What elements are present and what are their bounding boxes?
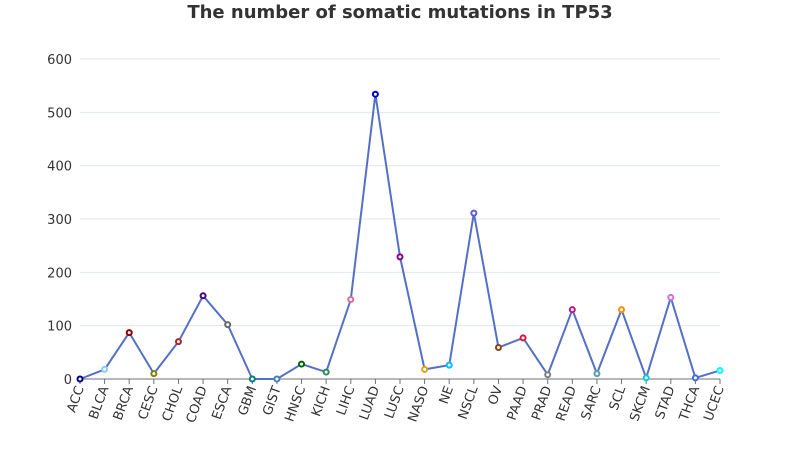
data-point-scl [618,306,626,314]
data-point-esca [224,321,232,329]
x-tick-label: ACC [64,384,87,414]
x-tick-label: THCA [677,384,704,424]
x-tick-label: COAD [184,384,211,425]
x-tick-label: HNSC [283,384,310,424]
data-point-gist [273,375,281,383]
x-tick-label: CESC [136,384,162,422]
x-tick-label: UCEC [701,384,727,423]
y-tick-label: 0 [64,373,72,388]
data-point-stad [667,293,675,301]
data-point-lusc [396,253,404,261]
data-point-ucec [716,366,724,374]
data-point-hnsc [298,360,306,368]
data-point-naso [421,365,429,373]
data-point-brca [125,329,133,337]
y-tick-label: 200 [47,266,72,281]
y-tick-label: 300 [47,213,72,228]
x-tick-label: GBM [236,384,260,418]
x-tick-label: NE [437,384,457,406]
data-point-lihc [347,296,355,304]
x-tick-label: LUAD [357,384,383,422]
series-line [79,93,721,380]
x-tick-label: PAAD [505,384,531,422]
data-point-acc [76,375,84,383]
data-point-blca [101,365,109,373]
x-tick-label: NSCL [456,384,482,422]
data-point-read [568,306,576,314]
x-tick-label: CHOL [160,384,187,424]
data-point-thca [691,374,699,382]
x-tick-label: NASO [406,384,433,424]
data-point-coad [199,292,207,300]
data-point-gbm [248,375,256,383]
chart-title: The number of somatic mutations in TP53 [187,2,613,23]
data-point-sarc [593,370,601,378]
data-point-paad [519,334,527,342]
x-tick-label: GIST [260,384,284,417]
data-point-skcm [642,374,650,382]
x-tick-label: SCL [607,384,630,413]
x-tick-label: ESCA [210,384,236,422]
x-tick-label: BRCA [111,384,137,422]
y-tick-label: 600 [47,53,72,68]
x-tick-label: PRAD [529,384,555,422]
data-point-ne [445,361,453,369]
data-point-chol [174,338,182,346]
data-point-prad [544,371,552,379]
x-tick-label: STAD [653,384,679,421]
x-tick-label: LUSC [382,384,408,421]
x-tick-label: READ [554,384,580,423]
data-point-kich [322,368,330,376]
y-tick-label: 100 [47,320,72,335]
x-tick-label: OV [486,384,507,407]
y-tick-label: 400 [47,160,72,175]
x-tick-label: KICH [309,384,334,418]
y-tick-label: 500 [47,106,72,121]
x-tick-label: SARC [579,384,605,422]
x-tick-label: SKCM [627,384,654,423]
x-tick-label: LIHC [334,384,358,417]
data-point-cesc [150,370,158,378]
data-point-ov [494,344,502,352]
x-tick-label: BLCA [87,384,113,421]
data-point-nscl [470,209,478,217]
data-point-luad [371,90,379,98]
